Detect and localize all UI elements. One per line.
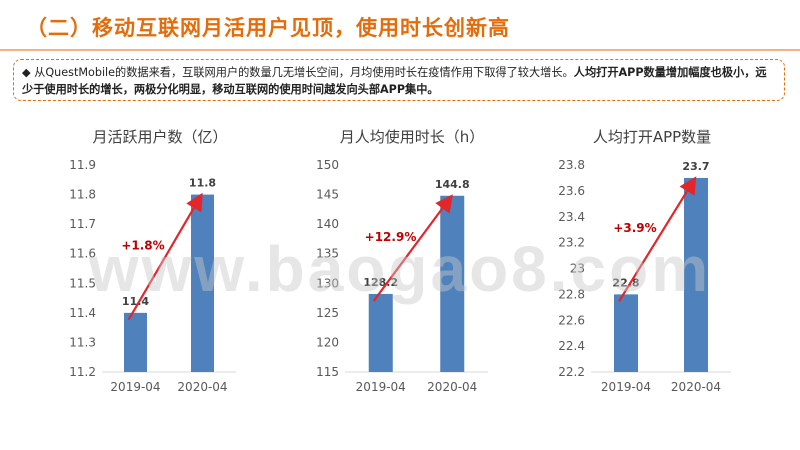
y-tick-label: 22.6 xyxy=(558,313,585,327)
title-divider xyxy=(0,49,800,51)
x-tick-label: 2020-04 xyxy=(671,380,721,394)
diamond-bullet-icon: ◆ xyxy=(22,66,31,79)
summary-note-box: ◆ 从QuestMobile的数据来看，互联网用户的数量几无增长空间，月均使用时… xyxy=(13,59,785,101)
change-label: +12.9% xyxy=(365,230,417,244)
growth-arrow xyxy=(127,192,203,321)
y-tick-label: 135 xyxy=(316,247,339,261)
y-tick-label: 23.4 xyxy=(558,210,585,224)
y-tick-label: 145 xyxy=(316,188,339,202)
bar xyxy=(614,294,638,372)
chart-monthly-usage-time: 月人均使用时长（h） 115 120 125 130 135 140 145 150 128.2 2… xyxy=(316,128,488,394)
x-tick-label: 2020-04 xyxy=(427,380,477,394)
y-tick-label: 120 xyxy=(316,335,339,349)
y-tick-label: 11.5 xyxy=(69,276,96,290)
bar xyxy=(368,293,393,372)
x-tick-label: 2019-04 xyxy=(601,380,651,394)
y-tick-label: 140 xyxy=(316,217,339,231)
x-tick-label: 2019-04 xyxy=(356,380,406,394)
chart-monthly-active-users: 月活跃用户数（亿） 11.2 11.3 11.4 11.5 11.6 11.7 11.8 11.… xyxy=(69,128,236,394)
y-tick-label: 11.8 xyxy=(69,188,96,202)
chart-apps-opened: 人均打开APP数量 22.2 22.4 22.6 22.8 23 23.2 23.4 23.6 2… xyxy=(558,128,731,394)
y-tick-label: 11.7 xyxy=(69,217,96,231)
bar xyxy=(124,312,147,372)
data-label: 144.8 xyxy=(435,178,470,191)
data-label: 22.8 xyxy=(612,276,639,289)
y-tick-label: 11.4 xyxy=(69,306,96,320)
chart-title: 月人均使用时长（h） xyxy=(340,128,485,146)
y-tick-label: 23 xyxy=(570,262,585,276)
slide-title: （二）移动互联网月活用户见顶，使用时长创新高 xyxy=(26,16,510,40)
chart-title: 月活跃用户数（亿） xyxy=(92,128,227,146)
y-tick-label: 23.6 xyxy=(558,184,585,198)
y-tick-label: 23.2 xyxy=(558,236,585,250)
y-tick-label: 22.8 xyxy=(558,287,585,301)
data-label: 11.8 xyxy=(189,177,216,190)
change-label: +1.8% xyxy=(121,239,164,253)
y-tick-label: 115 xyxy=(316,365,339,379)
summary-note-plain: 从QuestMobile的数据来看，互联网用户的数量几无增长空间，月均使用时长在… xyxy=(34,66,574,79)
x-tick-label: 2020-04 xyxy=(177,380,227,394)
growth-arrow xyxy=(618,176,697,302)
bar xyxy=(440,195,465,372)
data-label: 11.4 xyxy=(122,295,149,308)
data-label: 23.7 xyxy=(682,160,709,173)
y-tick-label: 11.6 xyxy=(69,247,96,261)
x-tick-label: 2019-04 xyxy=(110,380,160,394)
summary-note-bold: 人均打开APP数量增加幅度也极小，远少于使用时长的增长，两极分化明显，移动互联网… xyxy=(22,66,767,96)
y-tick-label: 23.8 xyxy=(558,158,585,172)
chart-title: 人均打开APP数量 xyxy=(593,128,711,146)
bar xyxy=(684,177,708,372)
y-tick-label: 11.2 xyxy=(69,365,96,379)
growth-arrow xyxy=(372,194,453,302)
y-tick-label: 22.2 xyxy=(558,365,585,379)
y-tick-label: 125 xyxy=(316,306,339,320)
bar xyxy=(191,194,214,372)
change-label: +3.9% xyxy=(613,221,656,235)
y-tick-label: 11.9 xyxy=(69,158,96,172)
y-tick-label: 11.3 xyxy=(69,335,96,349)
y-tick-label: 130 xyxy=(316,276,339,290)
y-tick-label: 22.4 xyxy=(558,339,585,353)
data-label: 128.2 xyxy=(363,276,398,289)
y-tick-label: 150 xyxy=(316,158,339,172)
